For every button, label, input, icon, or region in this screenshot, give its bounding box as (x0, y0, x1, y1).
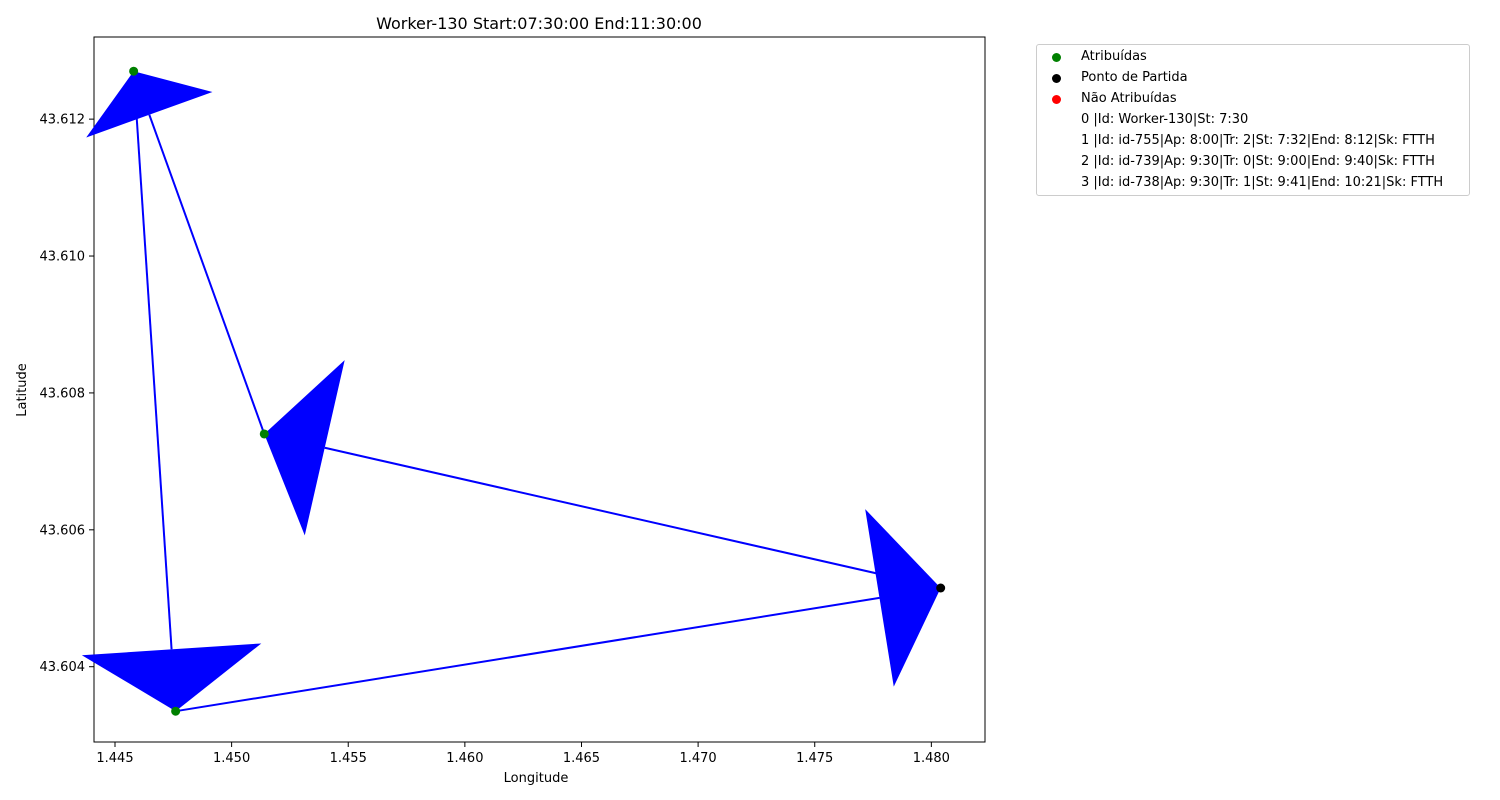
x-axis-label: Longitude (504, 771, 569, 786)
legend-note: 3 |Id: id-738|Ap: 9:30|Tr: 1|St: 9:41|En… (1037, 173, 1469, 194)
legend-note: 0 |Id: Worker-130|St: 7:30 (1037, 110, 1469, 131)
y-tick-label: 43.612 (40, 113, 86, 128)
legend-note-text: 0 |Id: Worker-130|St: 7:30 (1081, 112, 1249, 127)
legend-note-text: 2 |Id: id-739|Ap: 9:30|Tr: 0|St: 9:00|En… (1081, 154, 1435, 169)
legend-note: 1 |Id: id-755|Ap: 8:00|Tr: 2|St: 7:32|En… (1037, 131, 1469, 152)
legend-label: Não Atribuídas (1081, 91, 1177, 106)
x-tick-label: 1.480 (913, 751, 950, 766)
y-axis-label: Latitude (15, 363, 30, 417)
x-tick-label: 1.455 (330, 751, 367, 766)
y-tick-label: 43.606 (40, 523, 86, 538)
data-point (171, 706, 181, 716)
green-dot-icon (1052, 53, 1061, 62)
x-tick-label: 1.475 (796, 751, 833, 766)
route-arrowhead (865, 509, 941, 687)
route-segment (175, 596, 880, 713)
legend-item-ponto-de-partida: Ponto de Partida (1037, 68, 1469, 89)
y-axis: 43.604 43.606 43.608 43.610 43.612 (40, 113, 94, 675)
legend-note: 2 |Id: id-739|Ap: 9:30|Tr: 0|St: 9:00|En… (1037, 152, 1469, 173)
y-tick-label: 43.604 (40, 660, 86, 675)
route-segment (132, 71, 173, 650)
x-tick-label: 1.460 (446, 751, 483, 766)
data-point (259, 429, 269, 439)
legend-label: Ponto de Partida (1081, 70, 1188, 85)
route-layer (81, 71, 941, 713)
legend-note-text: 1 |Id: id-755|Ap: 8:00|Tr: 2|St: 7:32|En… (1081, 133, 1435, 148)
x-axis: 1.445 1.450 1.455 1.460 1.465 1.470 1.475 1.480 (96, 742, 950, 766)
points-layer (129, 66, 946, 716)
route-segment (324, 446, 941, 589)
x-tick-label: 1.465 (563, 751, 600, 766)
black-dot-icon (1052, 74, 1061, 83)
route-segment (148, 114, 266, 435)
legend-label: Atribuídas (1081, 49, 1147, 64)
y-tick-label: 43.610 (40, 250, 86, 265)
legend-note-text: 3 |Id: id-738|Ap: 9:30|Tr: 1|St: 9:41|En… (1081, 175, 1444, 190)
plot-area-frame (93, 36, 986, 743)
legend-item-nao-atribuidas: Não Atribuídas (1037, 89, 1469, 110)
x-tick-label: 1.470 (679, 751, 716, 766)
legend: Atribuídas Ponto de Partida Não Atribuíd… (1036, 44, 1470, 196)
data-point (129, 66, 139, 76)
legend-item-atribuidas: Atribuídas (1037, 47, 1469, 68)
y-tick-label: 43.608 (40, 386, 86, 401)
red-dot-icon (1052, 95, 1061, 104)
route-arrowhead (264, 360, 345, 536)
route-arrowhead (86, 71, 213, 138)
route-arrowhead (81, 643, 262, 712)
chart-title: Worker-130 Start:07:30:00 End:11:30:00 (376, 14, 702, 33)
x-tick-label: 1.450 (213, 751, 250, 766)
data-point (936, 583, 946, 593)
x-tick-label: 1.445 (96, 751, 133, 766)
